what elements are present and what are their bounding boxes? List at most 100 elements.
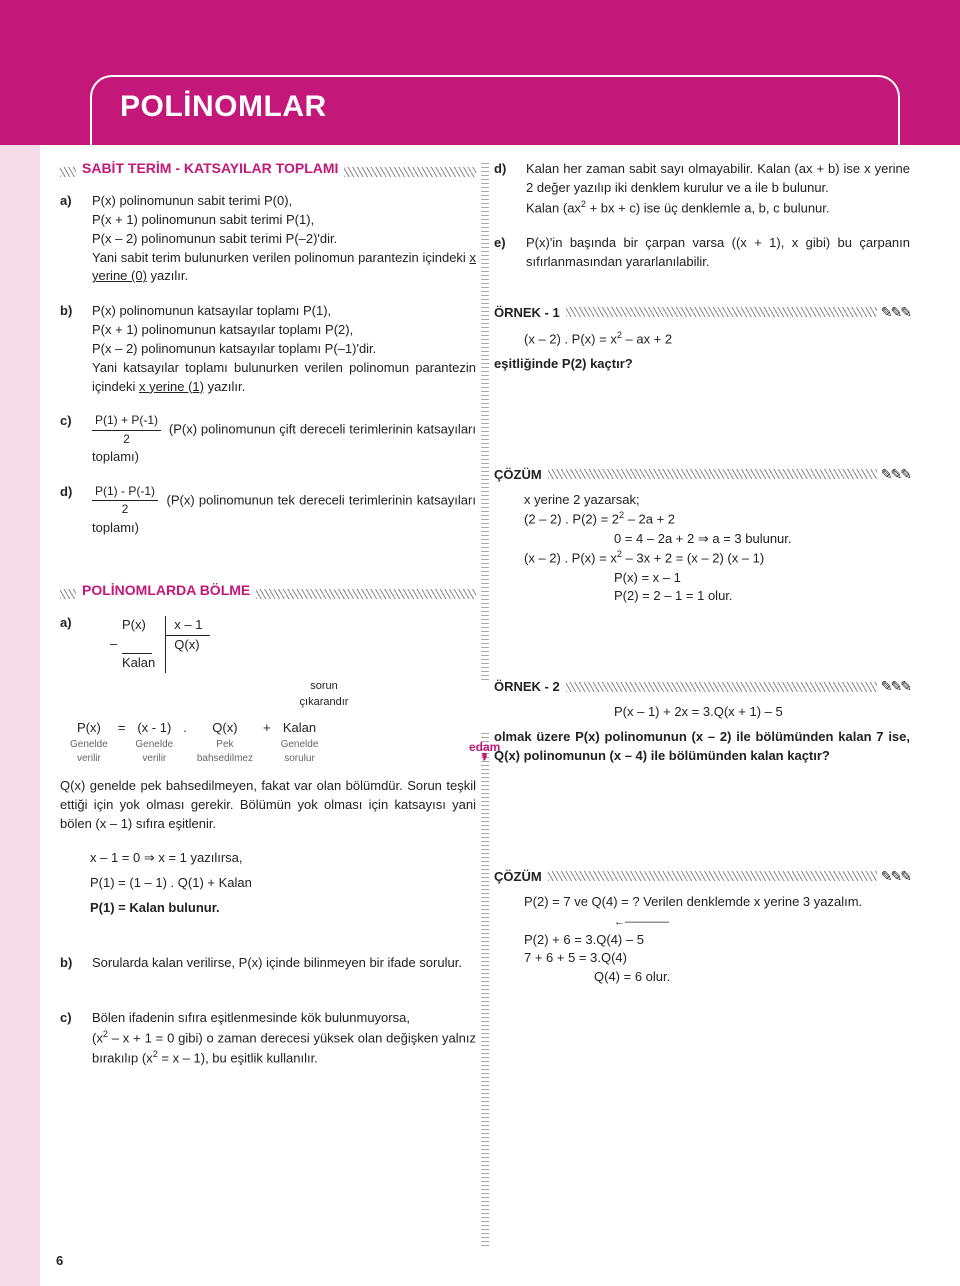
dividend: P(x) – Kalan bbox=[122, 616, 161, 674]
s1-a: a) P(x) polinomunun sabit terimi P(0), P… bbox=[60, 192, 476, 286]
edam-logo: edam ❜ bbox=[469, 740, 500, 770]
line: 7 + 6 + 5 = 3.Q(4) bbox=[524, 949, 910, 968]
eq-plus: + bbox=[263, 719, 271, 738]
line: = x – 1), bu eşitlik kullanılır. bbox=[158, 1050, 318, 1065]
hatch-icon bbox=[548, 469, 877, 479]
divisor-quot: x – 1 Q(x) bbox=[165, 616, 210, 674]
line: (2 – 2) . P(2) = 22 – 2a + 2 bbox=[524, 509, 910, 529]
s1-b: b) P(x) polinomunun katsayılar toplamı P… bbox=[60, 302, 476, 396]
label-d: d) bbox=[60, 483, 82, 538]
eq-note: Genelde sorulur bbox=[281, 738, 319, 767]
cozum1-head: ÇÖZÜM ✎✎✎ bbox=[494, 466, 910, 483]
r-e: e) P(x)'in başında bir çarpan varsa ((x … bbox=[494, 234, 910, 272]
section1-head: SABİT TERİM - KATSAYILAR TOPLAMI bbox=[60, 160, 476, 184]
text: P(1) - P(-1) 2 (P(x) polinomunun tek der… bbox=[92, 483, 476, 538]
s2-a: a) P(x) – Kalan x – 1 Q(x) bbox=[60, 614, 476, 918]
question: eşitliğinde P(2) kaçtır? bbox=[494, 355, 910, 374]
pencils-icon: ✎✎✎ bbox=[881, 466, 910, 483]
line: P(1) = Kalan bulunur. bbox=[90, 899, 476, 918]
line: Bölen ifadenin sıfıra eşitlenmesinde kök… bbox=[92, 1010, 410, 1025]
line: x yerine 2 yazarsak; bbox=[524, 491, 910, 510]
eq-kalan: Kalan bbox=[281, 719, 319, 738]
left-column: SABİT TERİM - KATSAYILAR TOPLAMI a) P(x)… bbox=[60, 160, 476, 1246]
quotient: Q(x) bbox=[166, 636, 210, 655]
eq-xm1: (x - 1) bbox=[135, 719, 173, 738]
text: P(1) + P(-1) 2 (P(x) polinomunun çift de… bbox=[92, 412, 476, 467]
quote-icon: ❜ bbox=[469, 754, 500, 770]
spacer bbox=[60, 554, 476, 582]
s1-d: d) P(1) - P(-1) 2 (P(x) polinomunun tek … bbox=[60, 483, 476, 538]
line: 0 = 4 – 2a + 2 ⇒ a = 3 bulunur. bbox=[614, 530, 910, 549]
line: P(x) = x – 1 bbox=[614, 569, 910, 588]
section2-title: POLİNOMLARDA BÖLME bbox=[82, 582, 250, 598]
text: Kalan her zaman sabit sayı olmayabilir. … bbox=[526, 160, 910, 218]
line: Q(4) = 6 olur. bbox=[594, 968, 910, 987]
hatch-icon bbox=[60, 589, 76, 599]
frac-bot: 2 bbox=[92, 431, 161, 448]
line: Yani sabit terim bulunurken verilen poli… bbox=[92, 250, 470, 265]
spacer bbox=[494, 390, 910, 450]
eq-note: Genelde verilir bbox=[70, 738, 108, 767]
frac-top: P(1) + P(-1) bbox=[92, 412, 161, 430]
divisor: x – 1 bbox=[166, 616, 210, 636]
hatch-icon bbox=[60, 167, 76, 177]
pencils-icon: ✎✎✎ bbox=[881, 304, 910, 321]
cozum-label: ÇÖZÜM bbox=[494, 869, 542, 884]
eq-eq: = bbox=[118, 719, 126, 738]
left-strip bbox=[0, 0, 40, 1286]
divider-bottom bbox=[481, 730, 489, 1246]
ornek-label: ÖRNEK - 2 bbox=[494, 679, 560, 694]
line: x – 1 = 0 ⇒ x = 1 yazılırsa, bbox=[90, 849, 476, 868]
label-a: a) bbox=[60, 192, 82, 286]
cozum-label: ÇÖZÜM bbox=[494, 467, 542, 482]
hatch-icon bbox=[566, 307, 877, 317]
hatch-icon bbox=[256, 589, 476, 599]
text: P(x) polinomunun sabit terimi P(0), P(x … bbox=[92, 192, 476, 286]
minus: – bbox=[110, 635, 117, 654]
s2-b: b) Sorularda kalan verilirse, P(x) içind… bbox=[60, 954, 476, 973]
line: (x bbox=[92, 1030, 103, 1045]
ornek-label: ÖRNEK - 1 bbox=[494, 305, 560, 320]
text: P(x) polinomunun katsayılar toplamı P(1)… bbox=[92, 302, 476, 396]
section1-title: SABİT TERİM - KATSAYILAR TOPLAMI bbox=[82, 160, 338, 176]
hatch-icon bbox=[344, 167, 476, 177]
label-c: c) bbox=[60, 412, 82, 467]
text: P(x)'in başında bir çarpan varsa ((x + 1… bbox=[526, 234, 910, 272]
r-d: d) Kalan her zaman sabit sayı olmayabili… bbox=[494, 160, 910, 218]
pencils-icon: ✎✎✎ bbox=[881, 868, 910, 885]
px: P(x) bbox=[122, 616, 155, 635]
label-e: e) bbox=[494, 234, 516, 272]
section2-head: POLİNOMLARDA BÖLME bbox=[60, 582, 476, 606]
line: P(x – 2) polinomunun sabit terimi P(–2)'… bbox=[92, 231, 337, 246]
fraction: P(1) - P(-1) 2 bbox=[92, 483, 158, 519]
s1-c: c) P(1) + P(-1) 2 (P(x) polinomunun çift… bbox=[60, 412, 476, 467]
line: yazılır. bbox=[147, 268, 188, 283]
eq-note: Genelde verilir bbox=[135, 738, 173, 767]
line: + bx + c) ise üç denklemle a, b, c bulun… bbox=[586, 200, 830, 215]
line: P(x) polinomunun katsayılar toplamı P(1)… bbox=[92, 303, 331, 318]
underline: x yerine (1) bbox=[139, 379, 204, 394]
cozum2-head: ÇÖZÜM ✎✎✎ bbox=[494, 868, 910, 885]
eq-note: Pek bahsedilmez bbox=[197, 738, 253, 767]
kalan: Kalan bbox=[122, 654, 155, 673]
line: P(1) = (1 – 1) . Q(1) + Kalan bbox=[90, 874, 476, 893]
label-d: d) bbox=[494, 160, 516, 218]
frac-bot: 2 bbox=[92, 501, 158, 518]
label-c: c) bbox=[60, 1009, 82, 1068]
ornek2-body: P(x – 1) + 2x = 3.Q(x + 1) – 5 olmak üze… bbox=[494, 703, 910, 766]
label-b: b) bbox=[60, 302, 82, 396]
paragraph: Q(x) genelde pek bahsedilmeyen, fakat va… bbox=[60, 777, 476, 834]
division-layout: P(x) – Kalan x – 1 Q(x) sorun çıkarandır bbox=[92, 614, 476, 711]
arrow-icon: ←———— bbox=[614, 915, 669, 931]
page-title: POLİNOMLAR bbox=[120, 90, 327, 124]
line: P(x + 1) polinomunun sabit terimi P(1), bbox=[92, 212, 314, 227]
line: P(x + 1) polinomunun katsayılar toplamı … bbox=[92, 322, 353, 337]
page-number: 6 bbox=[56, 1253, 63, 1268]
eq: (x – 2) . P(x) = x2 – ax + 2 bbox=[524, 329, 910, 349]
line: P(2) = 2 – 1 = 1 olur. bbox=[614, 587, 910, 606]
s2-c: c) Bölen ifadenin sıfıra eşitlenmesinde … bbox=[60, 1009, 476, 1068]
content: SABİT TERİM - KATSAYILAR TOPLAMI a) P(x)… bbox=[60, 160, 910, 1246]
label-b: b) bbox=[60, 954, 82, 973]
hatch-icon bbox=[548, 871, 877, 881]
label-a: a) bbox=[60, 614, 82, 711]
